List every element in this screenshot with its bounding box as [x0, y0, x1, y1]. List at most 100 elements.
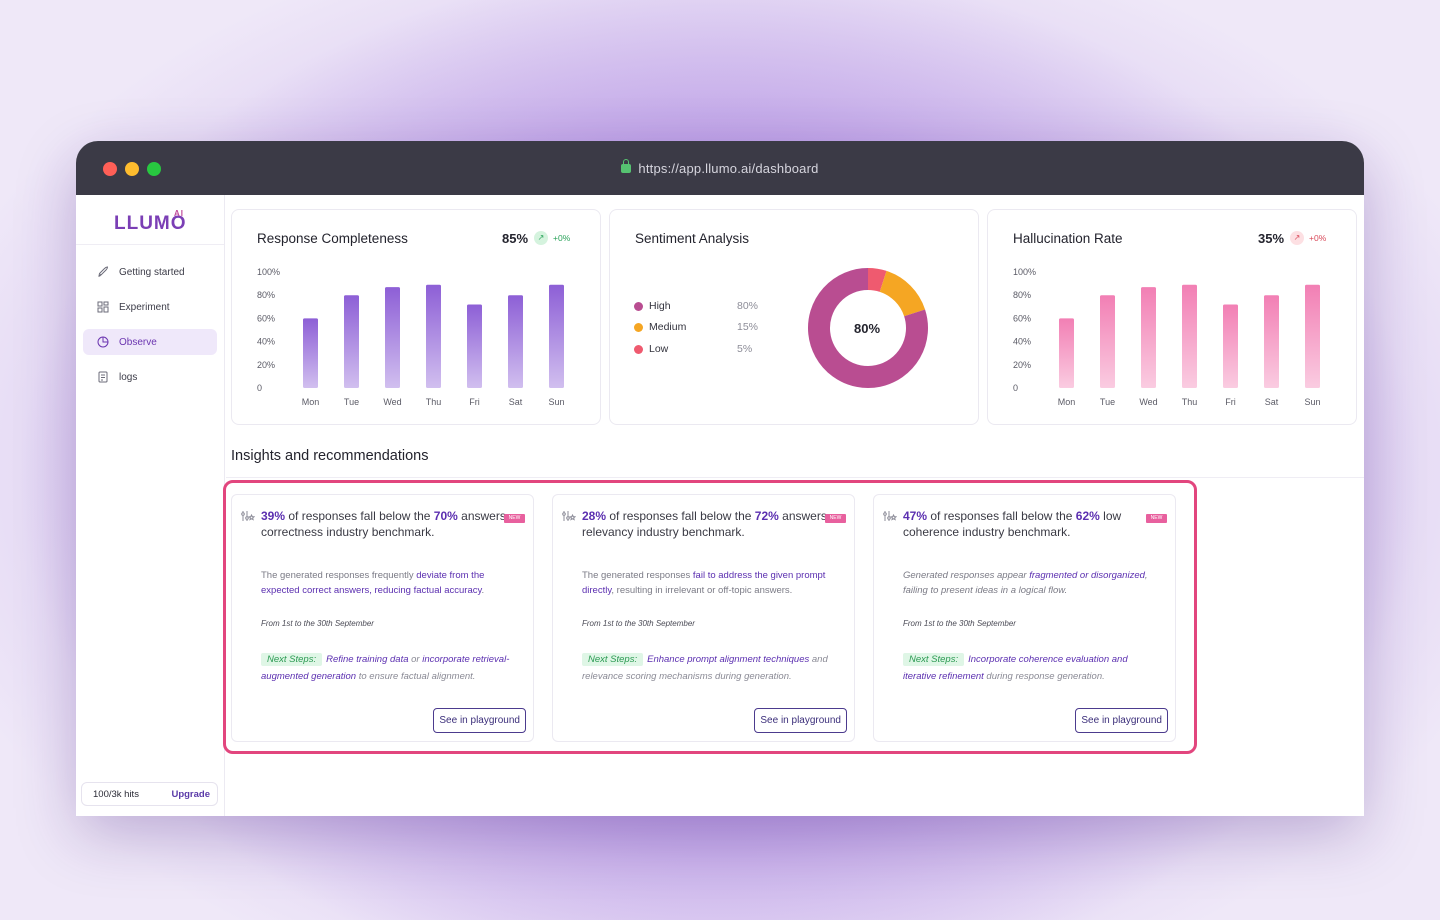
insight-description: The generated responses fail to address …: [582, 568, 832, 598]
insight-heading-text: of responses fall below the: [285, 509, 434, 523]
main-content: Response Completeness 85% ↗ +0% 100% 80% 6…: [223, 195, 1364, 816]
desc-highlight: deviate from the expected correct answer…: [261, 570, 485, 596]
x-tick-label: Mon: [302, 397, 320, 407]
new-badge: NEW: [504, 514, 525, 523]
desc-text: , resulting in irrelevant or off-topic a…: [611, 585, 793, 596]
desc-text: The generated responses: [582, 570, 693, 581]
completeness-card: Response Completeness 85% ↗ +0% 100% 80% 6…: [231, 209, 601, 425]
legend-item-high: High 80%: [634, 300, 758, 312]
completeness-delta: +0%: [553, 233, 571, 243]
insight-heading-text: low coherence industry benchmark.: [903, 509, 1122, 539]
step-text: during response generation.: [983, 671, 1105, 682]
insight-heading-text: of responses fall below the: [927, 509, 1076, 523]
sidebar-item-label: Getting started: [119, 266, 185, 278]
donut-slice-low: [867, 268, 887, 292]
insight-heading: 47% of responses fall below the 62% low …: [903, 508, 1148, 540]
sidebar-item-label: Experiment: [119, 301, 170, 313]
donut-center-value: 80%: [854, 321, 881, 336]
url-text: https://app.llumo.ai/dashboard: [638, 161, 819, 176]
legend-swatch: [634, 301, 643, 311]
y-tick-label: 0: [1013, 383, 1018, 393]
upgrade-link[interactable]: Upgrade: [171, 788, 210, 800]
insights-title: Insights and recommendations: [231, 448, 429, 464]
step-text: and relevance scoring mechanisms during …: [582, 654, 828, 682]
x-tick-label: Tue: [344, 397, 359, 407]
sidebar-item-label: logs: [119, 371, 138, 383]
legend-value: 80%: [737, 300, 759, 312]
bar: [385, 287, 400, 388]
insight-card: 28% of responses fall below the 72% answ…: [552, 494, 855, 742]
step-text: or: [408, 654, 423, 665]
sidebar-item-experiment[interactable]: Experiment: [83, 294, 217, 320]
legend-item-medium: Medium 15%: [634, 321, 758, 333]
address-bar[interactable]: https://app.llumo.ai/dashboard: [76, 159, 1364, 176]
legend-value: 15%: [737, 321, 759, 333]
insight-card: 47% of responses fall below the 62% low …: [873, 494, 1176, 742]
x-tick-label: Thu: [1182, 397, 1198, 407]
y-tick-label: 80%: [257, 290, 275, 300]
insight-description: The generated responses frequently devia…: [261, 568, 511, 598]
insight-date-range: From 1st to the 30th September: [261, 619, 374, 628]
x-tick-label: Fri: [1225, 397, 1236, 407]
x-tick-label: Tue: [1100, 397, 1115, 407]
insight-card: 39% of responses fall below the 70% answ…: [231, 494, 534, 742]
new-badge: NEW: [825, 514, 846, 523]
step-highlight: Enhance prompt alignment techniques: [647, 654, 810, 665]
step-highlight: Incorporate coherence evaluation and ite…: [903, 654, 1128, 682]
desc-text: .: [481, 585, 485, 596]
legend-label: High: [649, 300, 671, 312]
logo[interactable]: LLUMO AI: [114, 209, 187, 235]
bar: [549, 284, 564, 388]
step-text: to ensure factual alignment.: [356, 671, 476, 682]
completeness-metric: 85%: [502, 231, 529, 246]
desc-highlight: fragmented or disorganized: [1029, 570, 1145, 581]
completeness-bar-chart: 100% 80% 60% 40% 20% 0 Mon Tue Wed Thu Fri Sat Sun: [257, 267, 565, 407]
x-tick-label: Sun: [1304, 397, 1320, 407]
bar: [426, 284, 441, 388]
see-in-playground-button[interactable]: See in playground: [754, 708, 847, 733]
pie-icon: [97, 336, 109, 348]
desc-text: Generated responses appear: [903, 570, 1030, 581]
sentiment-card: Sentiment Analysis High 80% Medium 15% L…: [609, 209, 979, 425]
legend-item-low: Low 5%: [634, 343, 752, 355]
sidebar-item-logs[interactable]: logs: [83, 364, 217, 390]
maximize-dot[interactable]: [147, 162, 161, 176]
y-tick-label: 40%: [257, 337, 275, 347]
bar: [467, 304, 482, 388]
insight-date-range: From 1st to the 30th September: [582, 619, 695, 628]
minimize-dot[interactable]: [125, 162, 139, 176]
divider: [226, 477, 1364, 478]
y-tick-label: 80%: [1013, 290, 1031, 300]
legend-label: Medium: [649, 321, 687, 333]
bar: [1059, 318, 1074, 388]
bar: [344, 295, 359, 388]
y-tick-label: 100%: [1013, 267, 1036, 277]
sidebar-item-observe[interactable]: Observe: [83, 329, 217, 355]
insight-heading-text: answers relevancy industry benchmark.: [582, 509, 827, 539]
hallucination-card: Hallucination Rate 35% ↗ +0% 100% 80% 60% 4…: [987, 209, 1357, 425]
sidebar-item-getting-started[interactable]: Getting started: [83, 259, 217, 285]
x-tick-label: Wed: [1139, 397, 1157, 407]
donut-slice-medium: [879, 270, 926, 317]
x-tick-label: Thu: [426, 397, 442, 407]
divider: [76, 244, 224, 245]
sliders-icon: [562, 510, 577, 525]
close-dot[interactable]: [103, 162, 117, 176]
insight-description: Generated responses appear fragmented or…: [903, 568, 1153, 598]
see-in-playground-button[interactable]: See in playground: [433, 708, 526, 733]
card-title: Hallucination Rate: [1013, 231, 1123, 246]
bar: [1264, 295, 1279, 388]
legend-swatch: [634, 344, 643, 354]
x-tick-label: Mon: [1058, 397, 1076, 407]
bar: [1223, 304, 1238, 388]
x-tick-label: Sun: [548, 397, 564, 407]
bar: [508, 295, 523, 388]
insight-heading-text: of responses fall below the: [606, 509, 755, 523]
y-tick-label: 0: [257, 383, 262, 393]
next-steps: Next Steps: Incorporate coherence evaluat…: [903, 651, 1158, 685]
see-in-playground-button[interactable]: See in playground: [1075, 708, 1168, 733]
x-tick-label: Sat: [1265, 397, 1279, 407]
card-title: Response Completeness: [257, 231, 408, 246]
usage-box: 100/3k hits Upgrade: [81, 782, 218, 806]
step-highlight: Refine training data: [326, 654, 409, 665]
